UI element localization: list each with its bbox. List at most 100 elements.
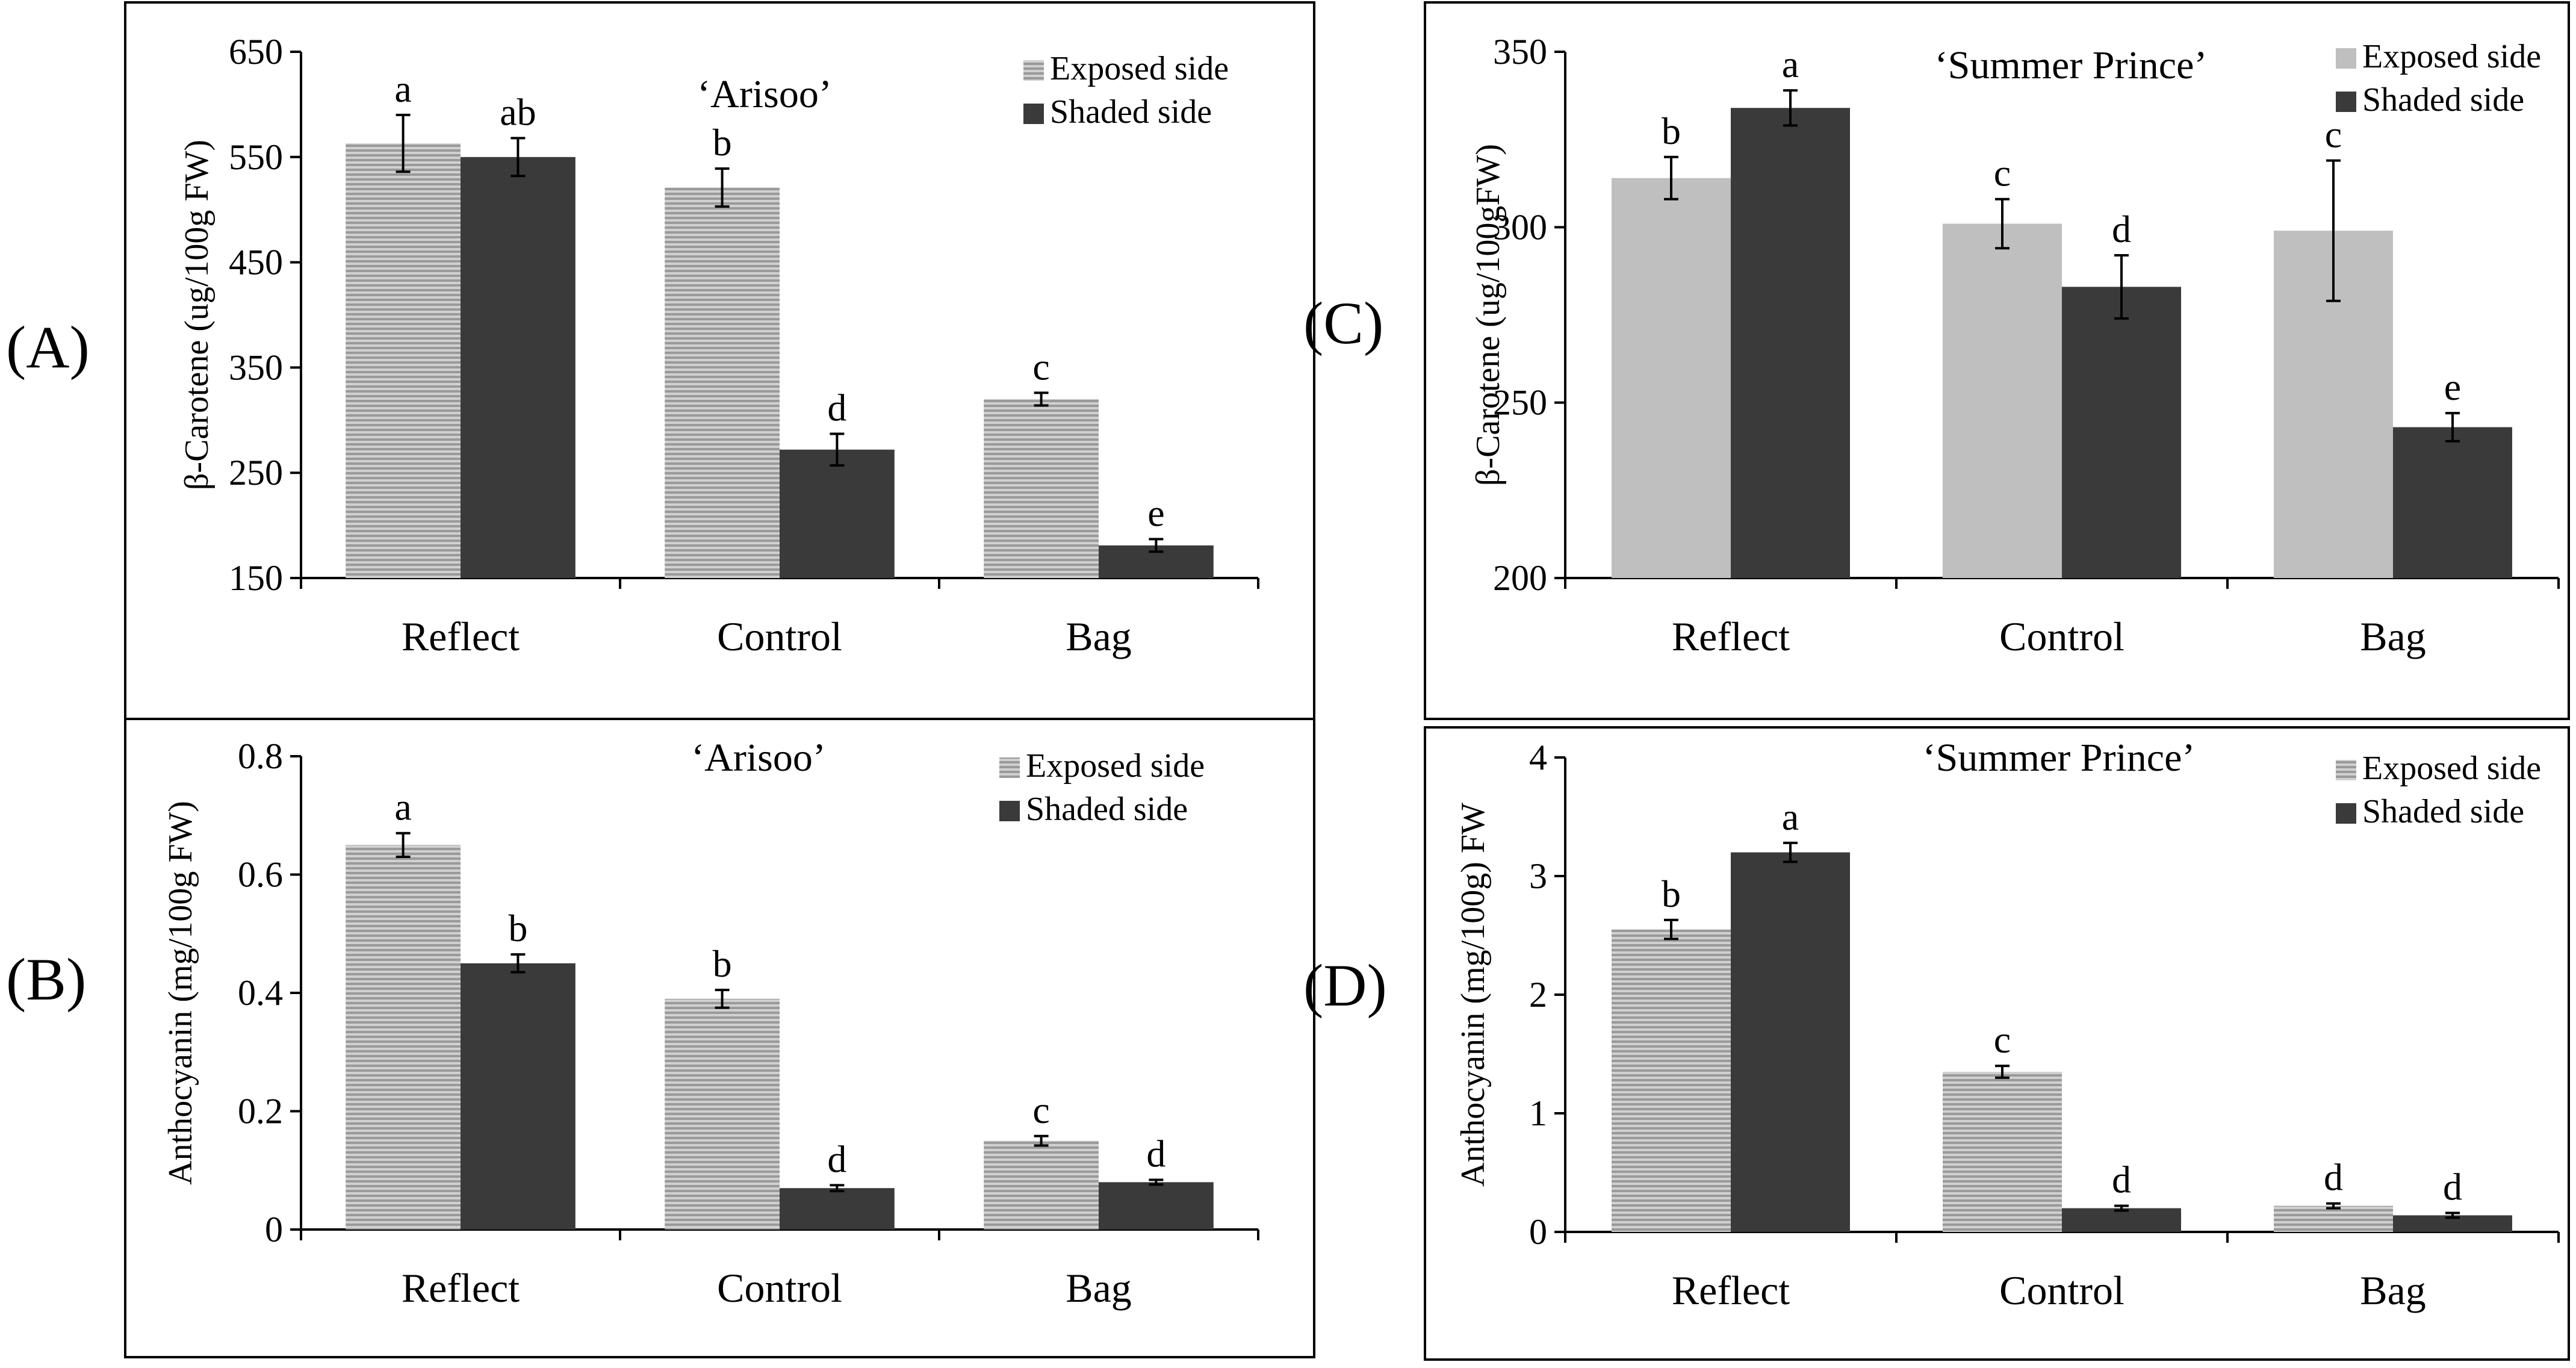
- significance-letter: c: [1994, 1018, 2011, 1061]
- significance-letter: ab: [500, 90, 536, 133]
- bar-exposed-bag: [2274, 1205, 2393, 1232]
- y-tick-label: 0: [1529, 1212, 1547, 1252]
- significance-letter: b: [713, 121, 732, 164]
- legend-label-exposed: Exposed side: [2362, 38, 2541, 75]
- chart-title: ‘Arisoo’: [691, 736, 826, 780]
- legend-swatch-shaded: [2336, 92, 2356, 112]
- panel-frame-d: [1424, 726, 2570, 1361]
- significance-letter: b: [713, 942, 732, 985]
- x-tick-label: Bag: [1066, 614, 1132, 659]
- significance-letter: c: [1994, 152, 2011, 194]
- bar-shaded-bag: [1099, 1182, 1214, 1230]
- y-tick-label: 200: [1493, 558, 1547, 598]
- bar-shaded-control: [780, 449, 895, 578]
- bar-shaded-reflect: [461, 963, 576, 1230]
- legend-swatch-shaded: [999, 801, 1020, 821]
- legend-label-shaded: Shaded side: [1026, 791, 1188, 828]
- panel-label-b: (B): [6, 946, 86, 1013]
- chart-d-anthocyanin-summer-prince: 0 1 2 3 4 Anthocyanin (mg/100g) FW Reflect b a Co…: [1454, 736, 2560, 1313]
- significance-letter: e: [1147, 491, 1164, 534]
- significance-letter: a: [394, 786, 411, 829]
- bar-shaded-control: [2062, 1208, 2181, 1232]
- x-tick-label: Control: [1999, 614, 2124, 659]
- significance-letter: b: [1662, 110, 1681, 152]
- y-tick-label: 0.8: [238, 736, 283, 776]
- legend-swatch-exposed: [1023, 60, 1044, 81]
- legend-swatch-shaded: [1023, 104, 1044, 124]
- bar-exposed-control: [665, 998, 780, 1230]
- y-axis-title: β-Carotene (ug/100g FW): [178, 140, 216, 490]
- chart-b-anthocyanin-arisoo: 0 0.2 0.4 0.6 0.8 Anthocyanin (mg/100g FW) Ref…: [162, 736, 1259, 1311]
- legend-label-shaded: Shaded side: [2362, 81, 2524, 119]
- bar-exposed-control: [665, 187, 780, 578]
- y-tick-label: 250: [229, 453, 283, 493]
- y-tick-label: 0.4: [238, 973, 283, 1013]
- legend-label-exposed: Exposed side: [2362, 750, 2541, 787]
- y-tick-label: 150: [229, 558, 283, 598]
- bar-shaded-control: [780, 1188, 895, 1230]
- significance-letter: d: [2324, 1156, 2343, 1199]
- panel-label-d: (D): [1303, 952, 1387, 1019]
- x-tick-label: Reflect: [402, 614, 520, 659]
- y-axis-title: Anthocyanin (mg/100g FW): [162, 801, 199, 1185]
- bar-shaded-control: [2062, 287, 2181, 578]
- significance-letter: d: [1146, 1132, 1165, 1175]
- bar-shaded-bag: [2393, 427, 2512, 578]
- bar-shaded-reflect: [461, 157, 576, 578]
- y-tick-label: 650: [229, 32, 283, 72]
- significance-letter: d: [827, 387, 846, 429]
- legend-swatch-exposed: [999, 757, 1020, 778]
- bar-exposed-control: [1943, 223, 2062, 578]
- significance-letter: d: [2443, 1165, 2462, 1208]
- y-axis-title: Anthocyanin (mg/100g) FW: [1454, 803, 1492, 1187]
- y-tick-label: 350: [229, 347, 283, 387]
- y-tick-label: 1: [1529, 1093, 1547, 1133]
- significance-letter: d: [827, 1137, 846, 1180]
- panel-label-c: (C): [1303, 290, 1383, 356]
- y-tick-label: 2: [1529, 975, 1547, 1015]
- significance-letter: d: [2112, 208, 2131, 250]
- x-tick-label: Control: [717, 614, 842, 659]
- legend-swatch-exposed: [2336, 48, 2356, 69]
- legend-swatch-exposed: [2336, 760, 2356, 780]
- panel-frame-c: [1424, 1, 2570, 720]
- legend-label-shaded: Shaded side: [1050, 93, 1212, 131]
- bar-exposed-reflect: [1612, 929, 1731, 1232]
- x-tick-label: Bag: [1066, 1265, 1132, 1311]
- chart-title: ‘Summer Prince’: [1923, 736, 2196, 780]
- y-axis-title: β-Carotene (ug/100gFW): [1470, 144, 1507, 486]
- chart-title: ‘Arisoo’: [697, 72, 832, 116]
- y-tick-label: 0.6: [238, 855, 283, 895]
- legend-swatch-shaded: [2336, 803, 2356, 824]
- panel-label-a: (A): [6, 314, 90, 381]
- y-tick-label: 0: [265, 1210, 283, 1249]
- legend-label-shaded: Shaded side: [2362, 793, 2524, 830]
- y-tick-label: 300: [1493, 207, 1547, 247]
- chart-a-beta-carotene-arisoo: 150 250 350 450 550 650 β-Carotene (ug/100g FW…: [178, 32, 1259, 659]
- bar-exposed-bag: [984, 1140, 1099, 1230]
- significance-letter: c: [2325, 113, 2342, 156]
- bar-exposed-control: [1943, 1072, 2062, 1232]
- x-tick-label: Reflect: [1672, 1267, 1790, 1313]
- y-tick-label: 0.2: [238, 1092, 283, 1131]
- significance-letter: d: [2112, 1158, 2131, 1201]
- y-tick-label: 550: [229, 137, 283, 177]
- legend-label-exposed: Exposed side: [1026, 747, 1205, 785]
- x-tick-label: Reflect: [1672, 614, 1790, 659]
- bar-shaded-reflect: [1731, 108, 1850, 578]
- x-tick-label: Bag: [2360, 1267, 2426, 1313]
- y-tick-label: 250: [1493, 383, 1547, 423]
- significance-letter: a: [1782, 795, 1799, 838]
- x-tick-label: Control: [1999, 1267, 2124, 1313]
- significance-letter: b: [508, 907, 527, 950]
- chart-c-beta-carotene-summer-prince: 200 250 300 350 β-Carotene (ug/100gFW) Reflec…: [1470, 32, 2560, 659]
- x-tick-label: Control: [717, 1265, 842, 1311]
- bar-exposed-reflect: [346, 143, 461, 579]
- bar-shaded-reflect: [1731, 852, 1850, 1232]
- y-tick-label: 3: [1529, 856, 1547, 896]
- x-tick-label: Reflect: [402, 1265, 520, 1311]
- chart-title: ‘Summer Prince’: [1935, 43, 2208, 87]
- significance-letter: a: [1782, 43, 1799, 86]
- x-tick-label: Bag: [2360, 614, 2426, 659]
